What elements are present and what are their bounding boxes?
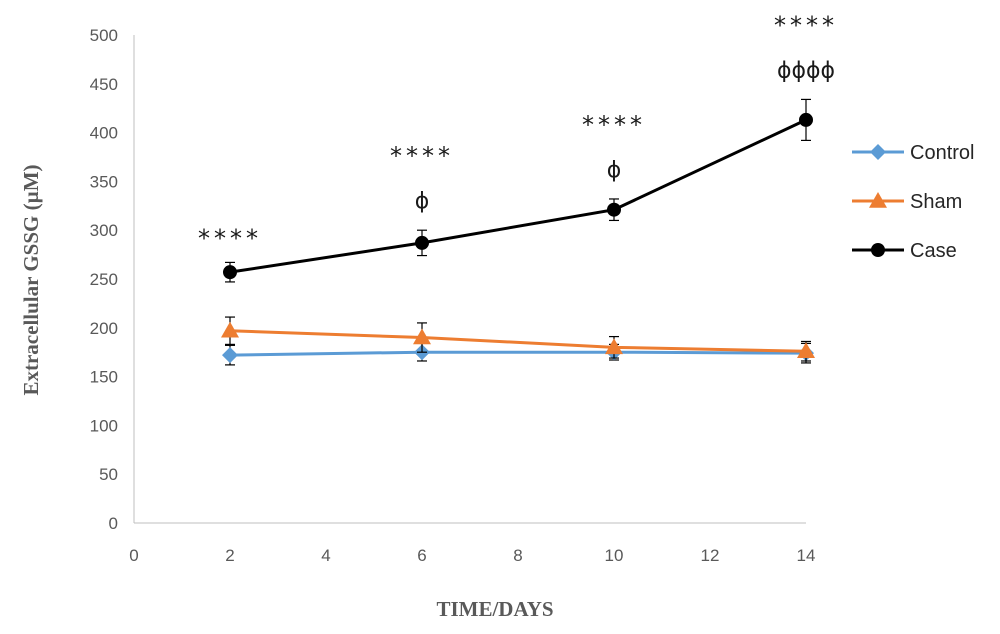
y-tick-label: 0: [109, 514, 118, 533]
plot-area: 0 50 100 150 200 250 300 350 400 450 500 0 2 4 6 8 10 12 1…: [90, 11, 975, 565]
legend-marker-control: [870, 144, 886, 160]
y-tick-label: 350: [90, 172, 118, 191]
data-point-case: [415, 235, 429, 250]
x-tick-label: 4: [321, 546, 330, 565]
x-tick-label: 8: [513, 546, 522, 565]
y-tick-label: 400: [90, 124, 118, 143]
x-tick-label: 2: [225, 546, 234, 565]
y-tick-label: 200: [90, 319, 118, 338]
x-tick-label: 6: [417, 546, 426, 565]
data-point-sham: [221, 321, 239, 338]
data-point-sham: [413, 328, 431, 345]
x-tick-label: 14: [797, 546, 816, 565]
x-tick-label: 10: [605, 546, 624, 565]
y-axis-title: Extracellular GSSG (µM): [19, 164, 43, 395]
data-point-control: [222, 347, 238, 364]
x-tick-label: 12: [701, 546, 720, 565]
y-tick-label: 150: [90, 368, 118, 387]
legend-marker-sham: [869, 192, 887, 208]
legend-marker-case: [871, 243, 885, 257]
data-point-case: [223, 265, 237, 280]
x-tick-label: 0: [129, 546, 138, 565]
significance-stars: ****: [390, 142, 454, 170]
y-tick-label: 450: [90, 75, 118, 94]
y-tick-label: 250: [90, 270, 118, 289]
data-point-sham: [797, 342, 815, 358]
significance-phi: ϕ: [607, 158, 622, 183]
legend-label-sham: Sham: [910, 191, 962, 213]
series-line-sham: [229, 329, 807, 353]
legend-label-control: Control: [910, 142, 974, 164]
y-tick-label: 500: [90, 26, 118, 45]
significance-phi: ϕϕϕϕ: [777, 58, 835, 83]
significance-stars: ****: [582, 111, 646, 139]
legend-label-case: Case: [910, 240, 957, 262]
significance-phi: ϕ: [415, 189, 430, 214]
y-tick-label: 50: [99, 465, 118, 484]
significance-stars: ****: [774, 11, 838, 39]
series-line-control: [229, 350, 807, 357]
series-line-case: [229, 118, 807, 274]
data-point-case: [607, 202, 621, 217]
data-point-sham: [605, 338, 623, 355]
data-point-case: [799, 112, 813, 127]
y-tick-label: 100: [90, 416, 118, 435]
y-tick-label: 300: [90, 221, 118, 240]
significance-stars: ****: [198, 224, 262, 252]
x-axis-title: TIME/DAYS: [436, 597, 553, 621]
